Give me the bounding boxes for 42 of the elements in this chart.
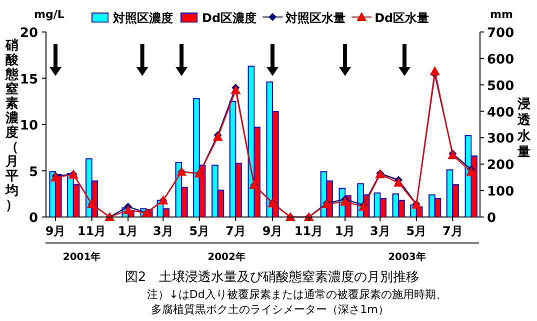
legend-label: Dd区濃度	[202, 11, 257, 25]
legend-label: 対照区水量	[284, 11, 346, 25]
y2-tick-label: 300	[487, 132, 514, 147]
x-tick-label: 1月	[118, 224, 138, 238]
x-tick-label: 1月	[334, 224, 356, 238]
legend-label: Dd区水量	[374, 11, 430, 25]
y2-axis-title: 浸透水量	[516, 96, 532, 160]
x-tick-label: 7月	[442, 224, 463, 238]
x-tick-label: 11月	[294, 224, 324, 238]
x-tick-label: 3月	[152, 224, 174, 238]
point	[230, 85, 241, 94]
y2-tick-label: 500	[487, 78, 514, 94]
point	[430, 66, 440, 76]
x-tick-label: 5月	[189, 224, 210, 238]
text: mg/L	[34, 8, 64, 21]
text: 硝酸態窒素濃度（月平均）	[6, 38, 18, 214]
x-tick-label: 11月	[77, 224, 106, 238]
text: 2003年	[388, 251, 426, 263]
y2-tick-label: 100	[487, 184, 514, 200]
text: 注）↓はDd入り被覆尿素または通常の被覆尿素の施用時期、	[147, 288, 447, 301]
y-tick-label: 5	[28, 164, 38, 180]
y2-tick-label: 400	[487, 105, 514, 120]
y-tick-label: 0	[28, 211, 38, 226]
y2-tick-label: 700	[487, 26, 514, 41]
x-tick-label: 3月	[370, 224, 390, 238]
legend-label: 対照区濃度	[112, 11, 173, 25]
x-tick-label: 9月	[45, 224, 66, 238]
x-tick-label: 7月	[225, 224, 246, 238]
x-tick-label: 9月	[262, 224, 283, 238]
y-tick-label: 20	[20, 26, 38, 41]
text: mm	[490, 8, 513, 21]
y2-tick-label: 200	[487, 158, 514, 174]
y-tick-label: 10	[20, 118, 38, 134]
y-tick-label: 15	[20, 72, 38, 88]
text: 2001年	[62, 251, 101, 263]
text: 2002年	[208, 251, 246, 263]
x-tick-label: 5月	[406, 224, 427, 238]
y2-tick-label: 0	[487, 211, 496, 226]
y2-tick-label: 600	[487, 52, 514, 68]
text: 多腐植質黒ボク土のライシメーター（深さ1m）	[151, 303, 389, 316]
text: 図2 土壌浸透水量及び硝酸態窒素濃度の月別推移	[124, 269, 420, 285]
point	[394, 178, 404, 187]
